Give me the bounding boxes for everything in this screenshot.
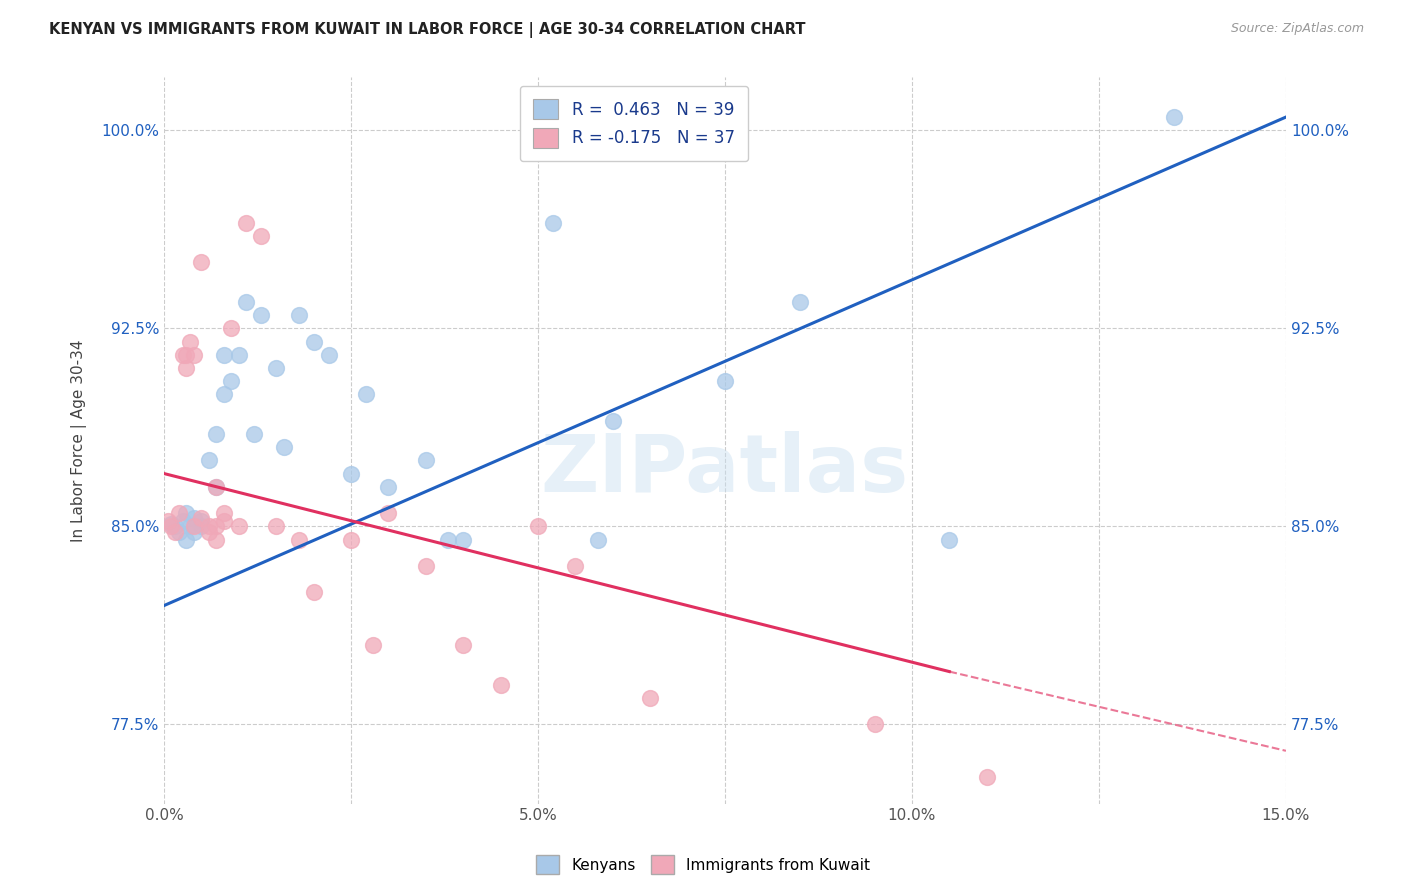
Legend: R =  0.463   N = 39, R = -0.175   N = 37: R = 0.463 N = 39, R = -0.175 N = 37	[520, 86, 748, 161]
Point	[221, 321, 243, 335]
Point	[183, 511, 205, 525]
Point	[789, 294, 811, 309]
Point	[302, 334, 325, 349]
Point	[287, 533, 309, 547]
Point	[863, 717, 886, 731]
Point	[340, 533, 363, 547]
Legend: Kenyans, Immigrants from Kuwait: Kenyans, Immigrants from Kuwait	[530, 849, 876, 880]
Point	[172, 514, 194, 528]
Point	[250, 228, 273, 243]
Point	[228, 348, 250, 362]
Point	[176, 533, 198, 547]
Point	[714, 374, 737, 388]
Point	[938, 533, 960, 547]
Point	[228, 519, 250, 533]
Point	[564, 558, 586, 573]
Point	[176, 348, 198, 362]
Point	[377, 480, 399, 494]
Point	[165, 519, 187, 533]
Point	[205, 426, 228, 441]
Point	[527, 519, 550, 533]
Point	[437, 533, 460, 547]
Point	[198, 524, 221, 539]
Point	[541, 216, 564, 230]
Point	[212, 387, 235, 401]
Point	[586, 533, 609, 547]
Point	[205, 480, 228, 494]
Point	[167, 524, 190, 539]
Point	[212, 514, 235, 528]
Y-axis label: In Labor Force | Age 30-34: In Labor Force | Age 30-34	[72, 339, 87, 541]
Point	[190, 511, 212, 525]
Point	[250, 308, 273, 322]
Point	[451, 638, 474, 652]
Point	[176, 506, 198, 520]
Point	[273, 440, 295, 454]
Text: KENYAN VS IMMIGRANTS FROM KUWAIT IN LABOR FORCE | AGE 30-34 CORRELATION CHART: KENYAN VS IMMIGRANTS FROM KUWAIT IN LABO…	[49, 22, 806, 38]
Point	[179, 519, 201, 533]
Point	[156, 514, 179, 528]
Point	[976, 770, 998, 784]
Point	[165, 524, 187, 539]
Point	[212, 506, 235, 520]
Point	[340, 467, 363, 481]
Point	[264, 360, 287, 375]
Text: ZIPatlas: ZIPatlas	[541, 431, 910, 508]
Point	[179, 334, 201, 349]
Point	[451, 533, 474, 547]
Point	[638, 691, 661, 706]
Point	[287, 308, 309, 322]
Point	[198, 519, 221, 533]
Point	[415, 558, 437, 573]
Point	[176, 360, 198, 375]
Point	[354, 387, 377, 401]
Point	[264, 519, 287, 533]
Point	[363, 638, 385, 652]
Point	[205, 533, 228, 547]
Point	[198, 453, 221, 467]
Point	[160, 519, 183, 533]
Text: Source: ZipAtlas.com: Source: ZipAtlas.com	[1230, 22, 1364, 36]
Point	[302, 585, 325, 599]
Point	[183, 348, 205, 362]
Point	[235, 294, 257, 309]
Point	[190, 519, 212, 533]
Point	[489, 678, 512, 692]
Point	[377, 506, 399, 520]
Point	[190, 514, 212, 528]
Point	[602, 414, 624, 428]
Point	[221, 374, 243, 388]
Point	[167, 506, 190, 520]
Point	[205, 480, 228, 494]
Point	[172, 348, 194, 362]
Point	[183, 519, 205, 533]
Point	[160, 516, 183, 531]
Point	[190, 255, 212, 269]
Point	[242, 426, 264, 441]
Point	[205, 519, 228, 533]
Point	[1163, 110, 1185, 124]
Point	[183, 524, 205, 539]
Point	[212, 348, 235, 362]
Point	[415, 453, 437, 467]
Point	[235, 216, 257, 230]
Point	[318, 348, 340, 362]
